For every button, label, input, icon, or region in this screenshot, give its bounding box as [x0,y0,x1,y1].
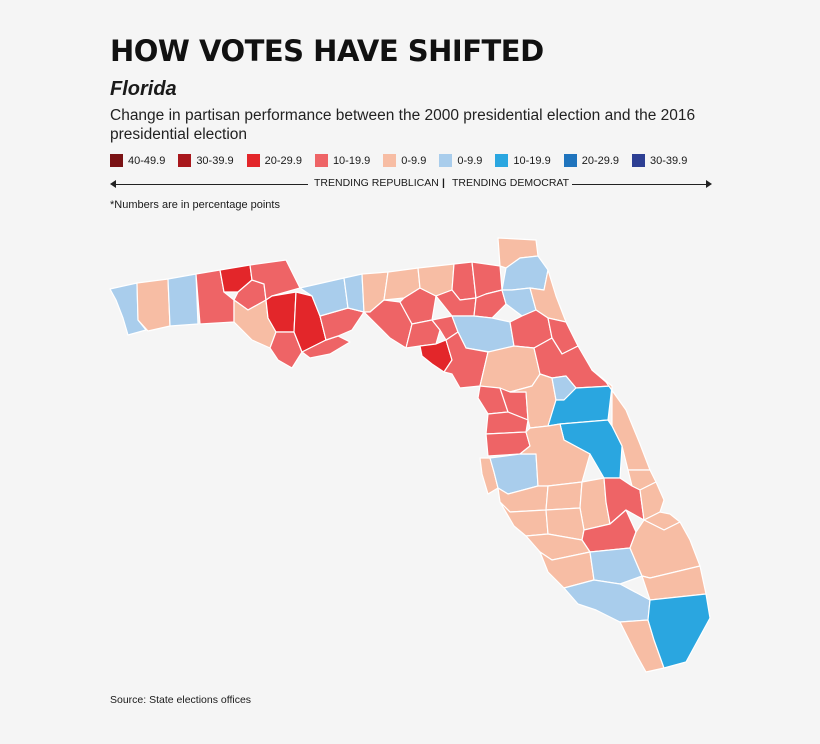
county-palm-beach [629,519,701,579]
legend-swatch [495,154,509,167]
trend-line-left [114,184,308,185]
legend-label: 30-39.9 [196,154,234,167]
legend-item-r4: 40-49.9 [110,154,165,167]
legend-item-r3: 30-39.9 [178,154,234,167]
county-collier [563,579,651,623]
chart-title: HOW VOTES HAVE SHIFTED [110,34,544,68]
trend-line-right [572,184,708,185]
county-polk [519,423,591,487]
legend-label: 30-39.9 [650,154,688,167]
legend-item-d0: 0-9.9 [439,154,482,167]
legend-label: 40-49.9 [128,154,166,167]
footnote: *Numbers are in percentage points [110,199,280,211]
county-marion [479,345,541,393]
legend-item-r1: 10-19.9 [314,154,371,167]
legend-item-d3: 30-39.9 [632,154,687,167]
trend-democrat-label: TRENDING DEMOCRAT [452,177,570,189]
legend-swatch [563,154,577,167]
legend-item-d1: 10-19.9 [495,154,551,167]
legend-swatch [632,154,646,167]
county-hendry [589,547,643,585]
legend-item-r0: 0-9.9 [383,154,426,167]
county-santa-rosa [136,278,171,332]
county-leon [299,277,349,317]
trend-indicator: TRENDING REPUBLICAN | TRENDING DEMOCRAT [110,177,712,191]
county-levy [443,331,489,389]
legend-swatch [178,154,192,167]
legend-label: 10-19.9 [332,154,371,167]
legend-swatch [314,154,328,167]
legend: 40-49.9 30-39.9 20-29.9 10-19.9 0-9.9 0-… [110,154,700,167]
legend-swatch [383,154,397,167]
county-hardee [545,481,583,511]
source-note: Source: State elections offices [110,694,252,706]
legend-label: 10-19.9 [513,154,551,167]
trend-republican-label: TRENDING REPUBLICAN [314,177,439,189]
county-miami-dade [647,593,711,669]
legend-swatch [439,154,453,167]
legend-item-d2: 20-29.9 [563,154,620,167]
legend-label: 0-9.9 [457,154,483,167]
chart-description: Change in partisan performance between t… [110,107,696,143]
legend-item-r2: 20-29.9 [246,154,302,167]
trend-separator: | [442,177,445,189]
legend-label: 20-29.9 [264,154,302,167]
legend-swatch [110,154,123,167]
county-st-lucie [639,481,665,521]
county-okaloosa [167,273,199,327]
arrow-right-icon [706,180,712,188]
county-hernando [485,411,529,435]
legend-swatch [246,154,260,167]
chart-subtitle: Florida [110,78,177,100]
legend-label: 20-29.9 [581,154,620,167]
arrow-left-icon [110,180,116,188]
county-broward [641,565,707,601]
legend-label: 0-9.9 [401,154,427,167]
